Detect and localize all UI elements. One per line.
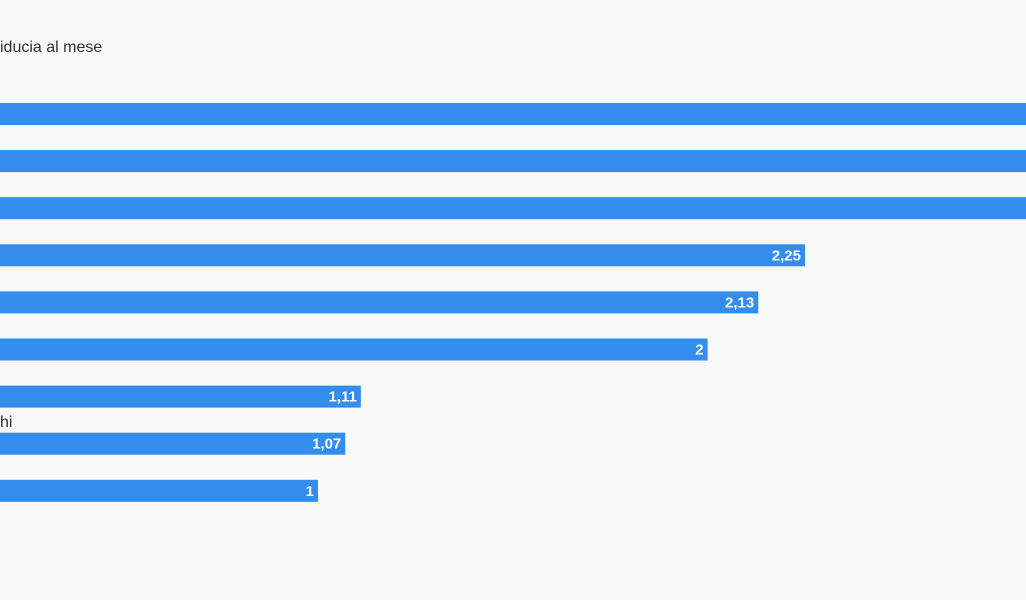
category-label: hi — [0, 414, 12, 431]
value-label: 2 — [695, 341, 703, 358]
value-label: 1,07 — [312, 436, 341, 453]
value-label: 2,25 — [772, 247, 801, 264]
value-label: 1 — [306, 483, 314, 500]
bar — [0, 338, 708, 361]
bar — [0, 103, 1026, 125]
bar — [0, 150, 1026, 173]
bar — [0, 479, 319, 502]
bar — [0, 244, 805, 267]
bar — [0, 197, 1026, 220]
bar — [0, 291, 759, 314]
value-label: 1,11 — [328, 389, 356, 406]
bar — [0, 385, 361, 408]
chart-title: iducia al mese — [0, 39, 102, 56]
bar — [0, 432, 346, 455]
value-label: 2,13 — [725, 294, 754, 311]
